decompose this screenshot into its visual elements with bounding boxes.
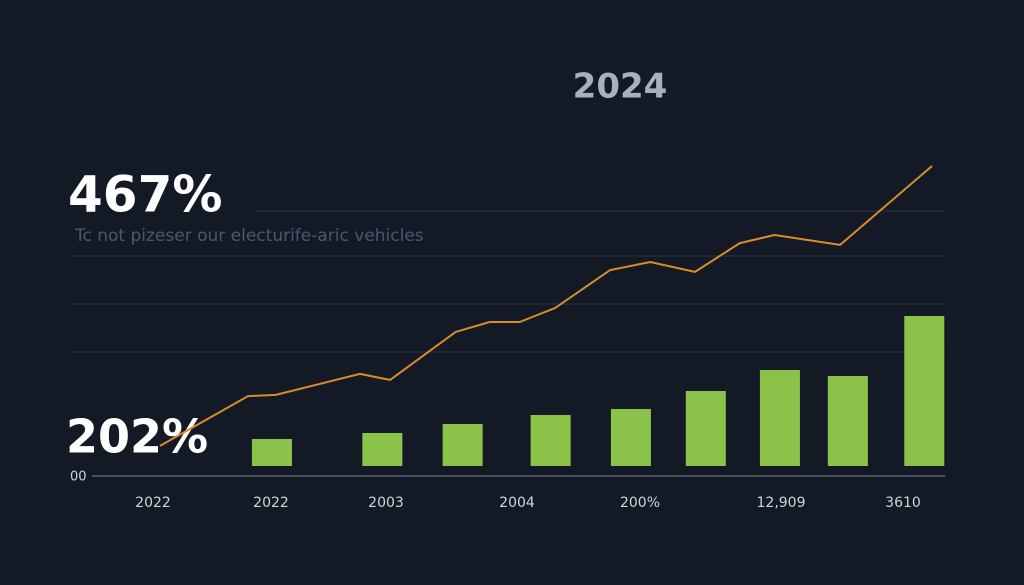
subtitle: Tc not pizeser our electurife-aric vehic… bbox=[74, 226, 424, 246]
bar bbox=[610, 409, 651, 466]
bar bbox=[759, 370, 800, 466]
bar bbox=[904, 316, 945, 466]
big-stat: 467% bbox=[68, 166, 222, 224]
chart-title: 2024 bbox=[573, 67, 668, 107]
bar bbox=[530, 415, 571, 466]
x-tick-label: 2003 bbox=[368, 495, 404, 511]
bar bbox=[251, 439, 292, 466]
x-tick-label: 200% bbox=[620, 495, 660, 511]
axis-label: 00 bbox=[70, 470, 87, 485]
line bbox=[159, 165, 933, 447]
bar bbox=[685, 391, 726, 466]
x-tick-label: 12,909 bbox=[757, 495, 806, 511]
bar bbox=[442, 424, 483, 466]
bar bbox=[827, 376, 868, 466]
x-tick-label: 2022 bbox=[135, 495, 171, 511]
big-stat: 202% bbox=[66, 410, 208, 464]
x-tick-label: 3610 bbox=[885, 495, 921, 511]
x-tick-label: 2004 bbox=[499, 495, 535, 511]
bar bbox=[362, 433, 403, 466]
x-tick-label: 2022 bbox=[253, 495, 289, 511]
